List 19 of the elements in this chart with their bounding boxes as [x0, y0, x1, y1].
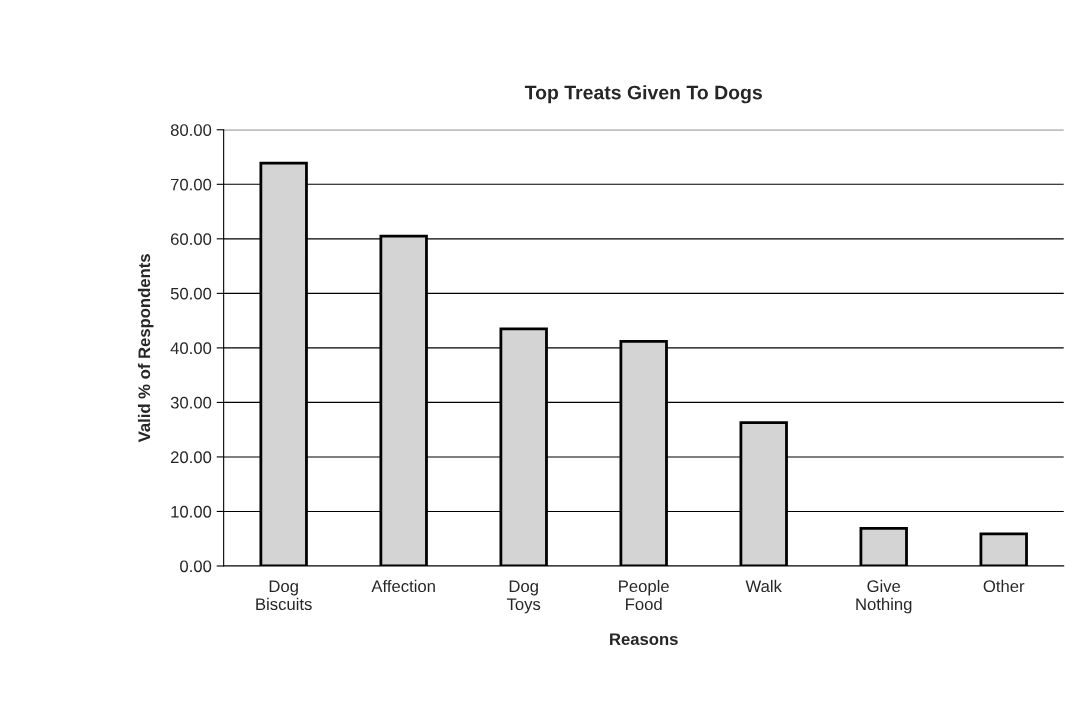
x-tick-label: People Food [619, 579, 669, 611]
y-axis-title: Valid % of Respondents [137, 254, 154, 443]
x-tick-label: Dog Toys [506, 580, 541, 614]
y-tick-label: 10.00 [171, 505, 212, 518]
chart-title: Top Treats Given To Dogs [524, 85, 762, 104]
x-axis-title: Reasons [610, 633, 678, 646]
y-tick-label: 70.00 [171, 178, 212, 191]
y-tick-label: 0.00 [180, 560, 212, 573]
x-tick-label: Walk [745, 579, 782, 593]
y-tick-label: 80.00 [170, 124, 212, 136]
y-tick-label: 20.00 [170, 451, 212, 464]
y-tick-label: 60.00 [170, 233, 212, 246]
x-tick-label: Other [983, 579, 1025, 593]
x-tick-label: Give Nothing [856, 579, 912, 614]
y-tick-label: 50.00 [170, 287, 212, 300]
x-tick-label: Dog Biscuits [256, 580, 312, 611]
x-tick-label: Affection [371, 579, 435, 593]
y-tick-label: 40.00 [170, 342, 212, 355]
y-tick-label: 30.00 [170, 396, 212, 409]
